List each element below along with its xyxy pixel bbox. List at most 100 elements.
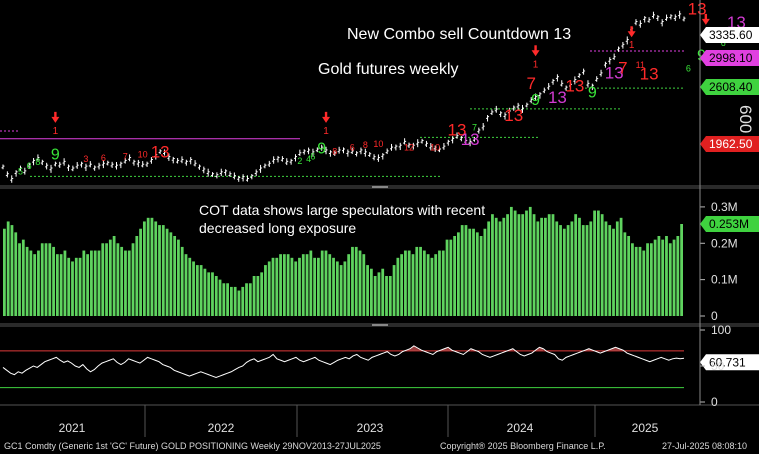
price-badge (700, 136, 759, 152)
positioning-bar (381, 268, 385, 316)
positioning-bar (540, 217, 544, 316)
positioning-bar (317, 257, 320, 316)
signal-label: 1 (533, 59, 539, 70)
bar-axis-tick: 0.1M (711, 273, 738, 287)
year-label: 2022 (208, 421, 235, 435)
positioning-bar (78, 257, 82, 316)
positioning-bar (139, 228, 142, 316)
positioning-bar (108, 239, 112, 316)
positioning-bar (460, 225, 464, 316)
positioning-bar (48, 243, 52, 316)
positioning-bar (230, 286, 233, 316)
signal-label: 9 (51, 146, 60, 163)
positioning-bar (544, 217, 547, 316)
positioning-bar (604, 221, 608, 316)
positioning-bar (646, 243, 649, 316)
signal-label: 10 (138, 149, 148, 159)
signal-label: 6 (686, 64, 691, 74)
positioning-bar (491, 214, 494, 316)
sell-arrow-icon (322, 116, 331, 123)
positioning-bar (343, 261, 347, 316)
positioning-bar (404, 250, 407, 316)
sell-arrow-stem (534, 45, 537, 52)
positioning-bar (37, 250, 40, 316)
positioning-bar (396, 257, 400, 316)
positioning-bar (358, 250, 362, 316)
signal-label: 1 (323, 126, 329, 137)
sell-arrow-stem (630, 26, 633, 33)
positioning-bar (528, 206, 532, 316)
signal-label: 13 (151, 142, 170, 161)
annotation-gold-weekly: Gold futures weekly (318, 61, 459, 78)
signal-label: 13 (461, 130, 480, 149)
positioning-bar (188, 257, 192, 316)
positioning-bar (211, 272, 214, 316)
positioning-bar (661, 239, 665, 316)
positioning-bar (407, 250, 411, 316)
oscillator-overbought-fill (607, 347, 624, 351)
positioning-bar (332, 257, 335, 316)
positioning-bar (578, 217, 581, 316)
positioning-bar (532, 214, 536, 316)
positioning-bar (680, 224, 683, 316)
price-badge-label: 1962.50 (709, 137, 753, 151)
positioning-bar (521, 214, 525, 316)
signal-label: 13 (688, 0, 707, 19)
positioning-bar (169, 232, 173, 316)
positioning-bar (555, 221, 559, 316)
signal-label: 13 (565, 77, 584, 96)
signal-label: 12 (404, 143, 414, 153)
positioning-bar (101, 243, 105, 316)
price-badge (700, 50, 759, 66)
positioning-bar (388, 276, 392, 316)
positioning-bar (373, 276, 377, 316)
positioning-bar (612, 228, 615, 316)
year-label: 2024 (507, 421, 534, 435)
positioning-bar (464, 225, 468, 316)
positioning-bar (615, 221, 619, 316)
positioning-bar (313, 257, 317, 316)
price-badge-label: 2998.10 (709, 51, 753, 65)
positioning-bar (218, 279, 222, 316)
sell-arrow-icon (51, 116, 60, 123)
positioning-bar (279, 254, 282, 316)
positioning-bar (324, 250, 328, 316)
year-label: 2021 (59, 421, 86, 435)
positioning-bar (475, 232, 479, 316)
positioning-bar (25, 246, 29, 316)
separator-handle (372, 186, 388, 188)
positioning-bar (453, 236, 456, 316)
positioning-bar (86, 254, 90, 316)
positioning-bar (653, 239, 657, 316)
footer-timestamp: 27-Jul-2025 08:08:10 (662, 441, 748, 451)
osc-axis-tick: 0 (711, 395, 718, 409)
positioning-bar (10, 225, 14, 316)
positioning-bar (320, 250, 324, 316)
positioning-bar (233, 286, 237, 316)
positioning-bar (286, 254, 290, 316)
positioning-bar (309, 250, 313, 316)
positioning-bar (199, 265, 203, 316)
positioning-bar (513, 210, 517, 316)
positioning-bar (40, 243, 44, 316)
positioning-bar (105, 243, 108, 316)
positioning-bar (116, 243, 120, 316)
positioning-bar (377, 272, 381, 316)
signal-label: 7 (472, 123, 477, 133)
positioning-bar (366, 265, 369, 316)
oscillator-panel: 60.731 (0, 345, 759, 389)
positioning-bar (422, 250, 426, 316)
positioning-bar (44, 243, 48, 316)
positioning-bar (131, 243, 135, 316)
positioning-bar (301, 254, 305, 316)
positioning-bar (245, 283, 248, 316)
positioning-bar (441, 250, 445, 316)
positioning-bar (668, 243, 672, 316)
positioning-bar (112, 236, 116, 316)
positioning-bar (506, 214, 509, 316)
annotation-cot-line1: COT data shows large speculators with re… (199, 202, 485, 218)
positioning-bar (426, 254, 430, 316)
price-axis-tick: 600 (736, 105, 755, 133)
